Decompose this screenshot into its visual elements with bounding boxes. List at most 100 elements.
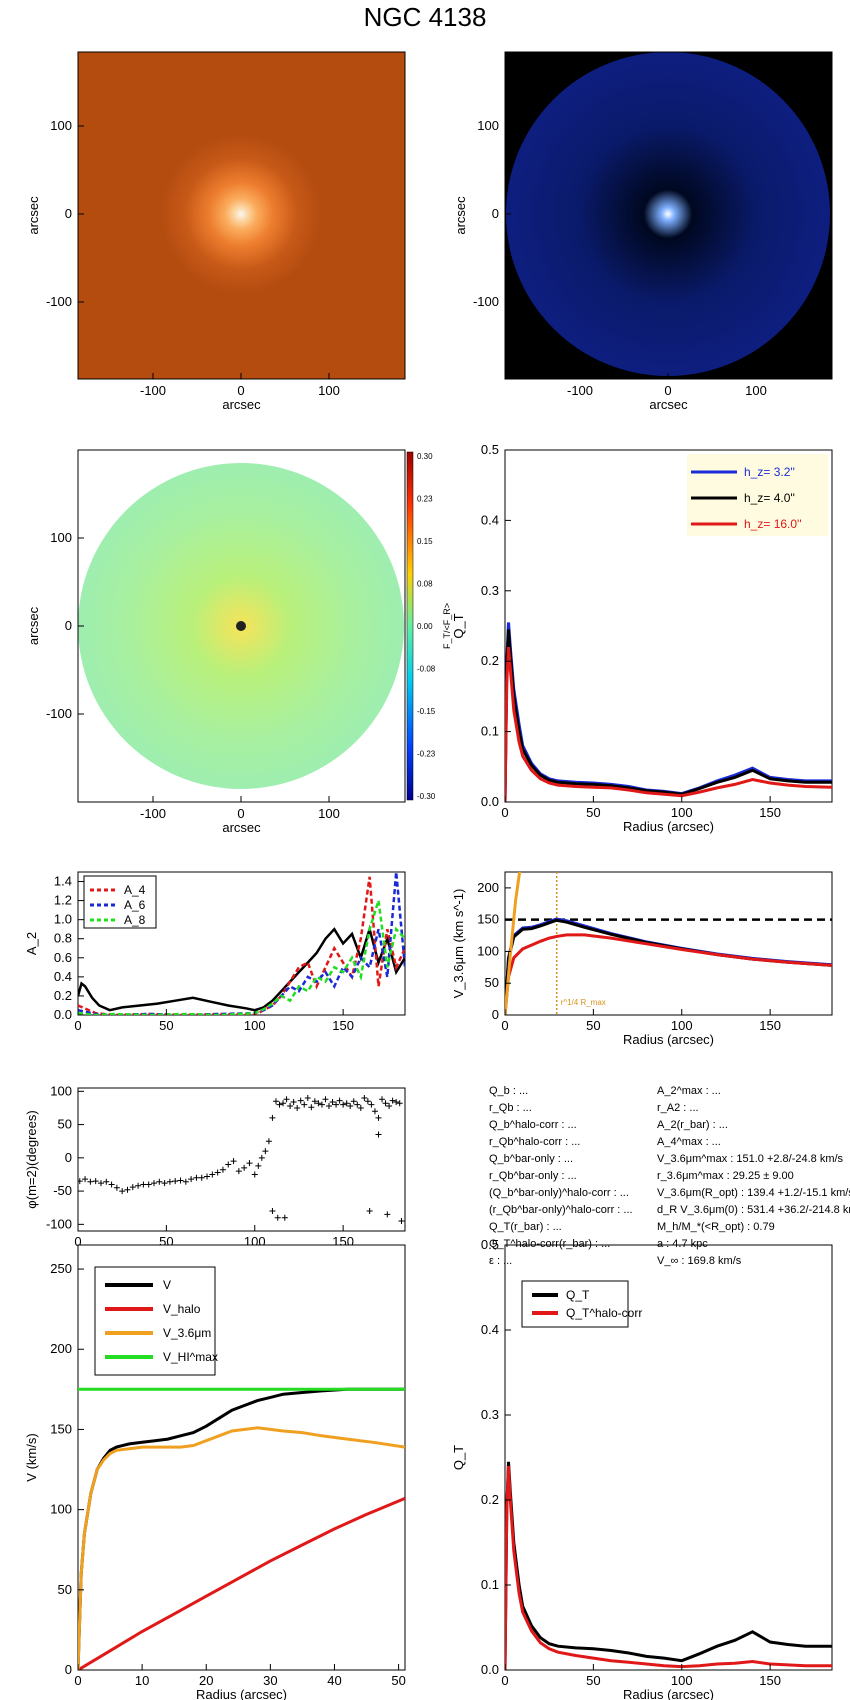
data-point [396, 1100, 403, 1107]
y-tick-label: 0.3 [481, 583, 499, 598]
x-tick-label: -100 [140, 806, 166, 821]
data-point [246, 1160, 253, 1167]
data-point [366, 1208, 373, 1215]
y-tick-label: -50 [53, 1183, 72, 1198]
data-point [151, 1180, 158, 1187]
data-point [382, 1100, 389, 1107]
y-tick-label: 100 [50, 1083, 72, 1098]
legend-label: h_z= 3.2'' [744, 465, 795, 479]
x-tick-label: 0 [74, 1018, 81, 1033]
data-point [209, 1171, 216, 1178]
data-point [280, 1100, 287, 1107]
series-line [78, 876, 405, 1015]
x-axis-label: arcsec [222, 820, 261, 835]
series-line [78, 1426, 405, 1670]
y-axis-label: arcsec [26, 196, 41, 235]
data-point [172, 1178, 179, 1185]
y-axis-label: arcsec [26, 606, 41, 645]
data-point [188, 1176, 195, 1183]
data-point [357, 1104, 364, 1111]
data-point [177, 1177, 184, 1184]
data-point [322, 1096, 329, 1103]
y-tick-label: 0.3 [481, 1407, 499, 1422]
legend-label: A_8 [124, 913, 146, 927]
data-point [97, 1180, 104, 1187]
data-point [354, 1101, 361, 1108]
residual-image [506, 52, 830, 376]
data-point [304, 1094, 311, 1101]
colorbar [406, 451, 414, 801]
data-point [347, 1102, 354, 1109]
y-tick-label: 150 [477, 912, 499, 927]
data-point [340, 1101, 347, 1108]
y-tick-label: 1.2 [54, 893, 72, 908]
data-point [129, 1184, 136, 1191]
data-point [274, 1214, 281, 1221]
y-tick-label: 100 [50, 118, 72, 133]
parameter-row: Q_b : ... [489, 1085, 529, 1097]
data-point [108, 1181, 115, 1188]
y-tick-label: 0.5 [481, 442, 499, 457]
y-tick-label: 150 [50, 1421, 72, 1436]
y-tick-label: 0.4 [481, 1322, 499, 1337]
y-axis-label: φ(m=2)(degrees) [24, 1110, 39, 1208]
data-point [214, 1169, 221, 1176]
y-tick-label: 0.4 [54, 969, 72, 984]
legend-label: V_3.6μm [163, 1326, 211, 1340]
series-line [78, 924, 405, 1012]
colorbar-tick-label: 0.23 [417, 495, 433, 504]
data-point [294, 1104, 301, 1111]
x-tick-label: -100 [567, 383, 593, 398]
data-point [135, 1182, 142, 1189]
y-axis-label: V_3.6μm (km s^-1) [451, 889, 466, 999]
data-point [204, 1173, 211, 1180]
y-tick-label: 0.8 [54, 931, 72, 946]
y-axis-label: Q_T [451, 613, 466, 638]
legend-label: V_HI^max [163, 1350, 218, 1364]
data-point [219, 1166, 226, 1173]
x-tick-label: 100 [745, 383, 767, 398]
data-point [265, 1138, 272, 1145]
residual-image-panel [504, 51, 833, 380]
x-tick-label: 50 [586, 805, 600, 820]
series-line [78, 900, 405, 1015]
legend-label: Q_T^halo-corr [566, 1306, 642, 1320]
x-axis-label: arcsec [649, 397, 688, 412]
colorbar-tick-label: -0.23 [417, 750, 436, 759]
x-axis-label: Radius (arcsec) [196, 1687, 287, 1700]
data-point [225, 1161, 232, 1168]
colorbar-tick-label: 0.15 [417, 537, 433, 546]
data-point [368, 1101, 375, 1108]
data-point [145, 1181, 152, 1188]
y-axis-label: A_2 [24, 932, 39, 955]
x-tick-label: 100 [671, 1673, 693, 1688]
data-point [336, 1097, 343, 1104]
x-tick-label: 20 [199, 1673, 213, 1688]
data-point [318, 1101, 325, 1108]
legend-label: h_z= 4.0'' [744, 491, 795, 505]
data-point [193, 1174, 200, 1181]
x-tick-label: 10 [135, 1673, 149, 1688]
x-tick-label: 150 [759, 805, 781, 820]
y-tick-label: 0 [65, 618, 72, 633]
y-axis-label: Q_T [451, 1445, 466, 1470]
data-point [315, 1100, 322, 1107]
y-tick-label: 200 [477, 880, 499, 895]
y-tick-label: 0 [65, 1150, 72, 1165]
series-line [505, 1465, 832, 1670]
parameter-row: V_3.6μm(R_opt) : 139.4 +1.2/-15.1 km/s [657, 1187, 850, 1199]
parameter-row: A_2(r_bar) : ... [657, 1119, 728, 1131]
x-axis-label: Radius (arcsec) [623, 819, 714, 834]
y-tick-label: 0.1 [481, 724, 499, 739]
data-point [276, 1101, 283, 1108]
colorbar-label: F_T/<F_R> [442, 603, 452, 649]
y-tick-label: 50 [485, 975, 499, 990]
chart-vcurve: 0 10 20 30 40 50 0 50 100 150 200 250 Radius (arcsec… [24, 1244, 406, 1700]
x-tick-label: 100 [671, 805, 693, 820]
data-point [182, 1178, 189, 1185]
x-tick-label: 30 [263, 1673, 277, 1688]
data-point [290, 1098, 297, 1105]
legend-label: h_z= 16.0'' [744, 517, 802, 531]
legend-box [521, 1280, 629, 1328]
